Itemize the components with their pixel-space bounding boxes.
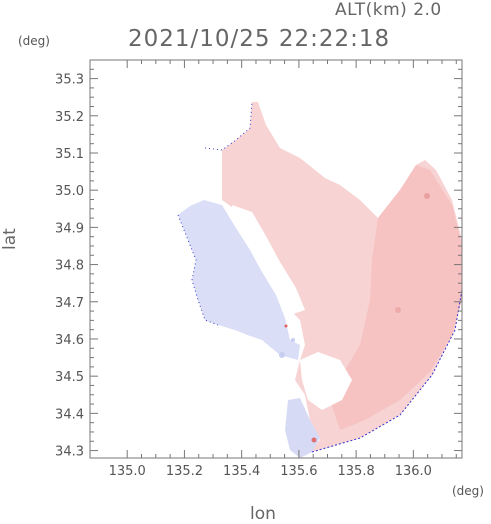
x-tick-label: 135.6 bbox=[280, 464, 317, 479]
x-tick-label: 135.2 bbox=[166, 464, 203, 479]
timestamp-title: 2021/10/25 22:22:18 bbox=[128, 26, 391, 52]
echo-spot bbox=[395, 307, 401, 313]
x-tick-label: 135.0 bbox=[109, 464, 146, 479]
y-axis-unit: (deg) bbox=[18, 34, 50, 48]
y-tick-label: 34.9 bbox=[55, 221, 84, 236]
no-echo-gap bbox=[232, 205, 305, 315]
echo-spot bbox=[424, 193, 430, 199]
echo-speck bbox=[291, 338, 295, 342]
plot-frame bbox=[89, 59, 463, 459]
y-tick-label: 35.1 bbox=[55, 147, 84, 162]
y-tick-label: 35.2 bbox=[55, 110, 84, 125]
y-axis-ticks: 34.3 34.4 34.5 34.6 34.7 34.8 34.9 35.0 35.1 35.2… bbox=[55, 59, 462, 460]
y-tick-label: 35.0 bbox=[55, 184, 84, 199]
y-tick-label: 34.6 bbox=[55, 333, 84, 348]
positive-echo-core bbox=[330, 165, 462, 430]
x-tick-label: 136.0 bbox=[395, 464, 432, 479]
x-axis-label: lon bbox=[250, 504, 276, 524]
negative-echo-region bbox=[178, 200, 300, 360]
y-tick-label: 34.5 bbox=[55, 370, 84, 385]
altitude-label: ALT(km) 2.0 bbox=[335, 0, 442, 20]
y-tick-label: 34.3 bbox=[55, 445, 84, 460]
radar-range-edge bbox=[311, 289, 462, 453]
x-tick-label: 135.4 bbox=[223, 464, 260, 479]
y-tick-label: 35.3 bbox=[55, 73, 84, 88]
echo-spot bbox=[311, 437, 317, 443]
radar-echo-field bbox=[177, 101, 462, 458]
y-tick-label: 34.4 bbox=[55, 407, 84, 422]
x-axis-unit: (deg) bbox=[452, 484, 484, 498]
plot-border bbox=[89, 59, 463, 459]
x-tick-label: 135.8 bbox=[338, 464, 375, 479]
y-tick-label: 34.8 bbox=[55, 259, 84, 274]
echo-spot bbox=[284, 324, 288, 328]
x-axis-ticks: 135.0 135.2 135.4 135.6 135.8 136.0 bbox=[109, 60, 457, 479]
echo-speck bbox=[279, 352, 285, 358]
echo-edge-west bbox=[177, 214, 219, 326]
negative-echo-south bbox=[285, 398, 320, 458]
no-echo-gap-south bbox=[300, 352, 352, 410]
y-tick-label: 34.7 bbox=[55, 296, 84, 311]
